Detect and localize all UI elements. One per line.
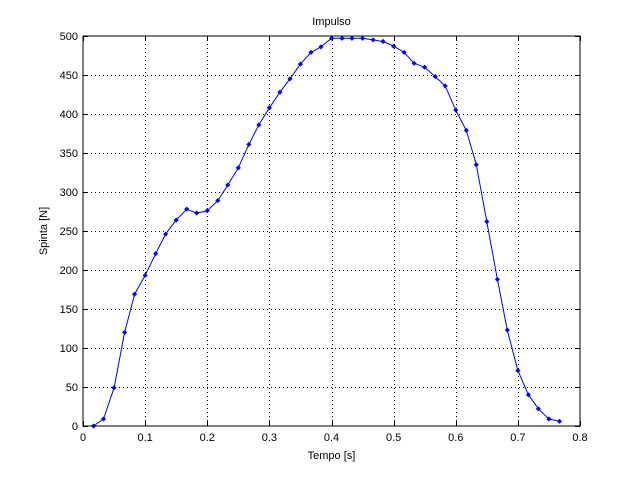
y-tick-label: 200 — [60, 265, 78, 277]
data-point — [184, 206, 190, 212]
data-point — [515, 367, 521, 374]
data-point — [256, 122, 262, 128]
data-point — [287, 76, 293, 82]
plot-frame — [82, 35, 581, 427]
grid-lines — [83, 36, 580, 426]
data-point — [318, 44, 324, 50]
data-point — [266, 105, 273, 111]
data-point — [494, 276, 501, 283]
data-point — [235, 165, 241, 171]
data-point — [370, 37, 376, 43]
data-point — [380, 38, 386, 45]
x-tick-label: 0 — [80, 432, 86, 444]
data-point — [162, 231, 169, 237]
data-point — [432, 73, 438, 80]
data-point — [504, 327, 510, 333]
x-tick-label: 0.1 — [137, 432, 152, 444]
y-axis-label: Spinta [N] — [38, 207, 50, 255]
data-point — [546, 416, 552, 422]
data-point — [556, 418, 563, 424]
y-tick-label: 350 — [60, 148, 78, 160]
y-tick-label: 400 — [60, 109, 78, 121]
data-point — [277, 89, 283, 95]
x-axis-label: Tempo [s] — [308, 450, 356, 462]
data-point — [484, 218, 490, 225]
data-point — [100, 416, 107, 422]
y-tick-label: 100 — [60, 343, 78, 355]
y-tick-label: 300 — [60, 187, 78, 199]
y-tick-label: 500 — [60, 31, 78, 43]
data-point — [173, 217, 179, 223]
x-tick-label: 0.8 — [572, 432, 587, 444]
data-point — [142, 272, 148, 279]
data-point — [215, 197, 221, 204]
x-tick-label: 0.3 — [262, 432, 277, 444]
data-point — [131, 291, 138, 297]
data-point — [308, 49, 314, 56]
x-tick-label: 0.5 — [386, 432, 401, 444]
data-point — [422, 64, 428, 70]
data-point — [473, 162, 479, 168]
data-point — [390, 43, 397, 49]
data-point — [194, 210, 200, 216]
data-point — [463, 127, 469, 134]
series-layer — [90, 35, 563, 429]
x-tick-label: 0.7 — [510, 432, 525, 444]
chart-title: Impulso — [312, 16, 351, 28]
data-point — [401, 49, 407, 56]
data-point — [525, 392, 532, 398]
data-point — [297, 61, 304, 67]
data-point — [411, 60, 417, 66]
data-point — [246, 141, 252, 148]
data-point — [121, 329, 128, 336]
tick-labels: 0 0.1 0.2 0.3 0.4 0.5 0.6 0.7 0.8 0 50 100 150 200 250… — [60, 31, 588, 444]
data-point — [453, 107, 459, 113]
data-point — [153, 250, 159, 257]
y-tick-label: 250 — [60, 226, 78, 238]
series-line — [93, 37, 560, 427]
x-tick-label: 0.2 — [200, 432, 215, 444]
data-point — [339, 35, 345, 41]
data-point — [204, 208, 210, 214]
data-point — [359, 35, 366, 41]
data-point — [328, 35, 335, 41]
y-tick-label: 150 — [60, 304, 78, 316]
y-tick-label: 50 — [66, 382, 78, 394]
x-tick-label: 0.6 — [448, 432, 463, 444]
data-point — [225, 182, 231, 188]
x-tick-label: 0.4 — [324, 432, 339, 444]
data-point — [442, 83, 448, 89]
data-point — [535, 406, 542, 412]
data-point — [349, 35, 355, 41]
y-tick-label: 450 — [60, 70, 78, 82]
data-point — [111, 385, 117, 391]
y-tick-label: 0 — [72, 421, 78, 433]
